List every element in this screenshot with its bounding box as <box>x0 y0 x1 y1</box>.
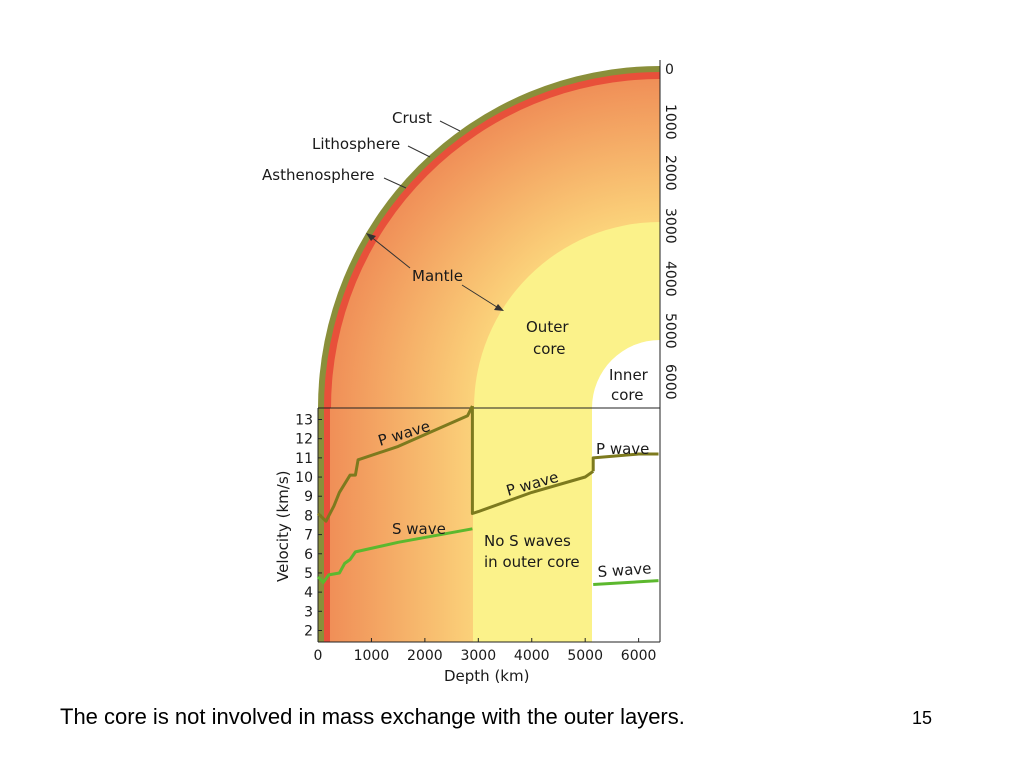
slide-caption: The core is not involved in mass exchang… <box>60 704 685 729</box>
label-inner-core-2: core <box>611 386 644 404</box>
p-wave-line <box>470 406 595 515</box>
label-asthenosphere: Asthenosphere <box>262 166 375 184</box>
y-tick-label: 10 <box>295 470 313 486</box>
depth-label-3000: 3000 <box>662 208 678 244</box>
series-label-s-inner-core: S wave <box>597 559 652 581</box>
x-axis-label: Depth (km) <box>444 667 529 685</box>
y-tick-label: 3 <box>304 604 313 620</box>
y-tick-label: 4 <box>304 585 313 601</box>
label-outer-core-2: core <box>533 340 566 358</box>
region-asthenosphere-strip <box>324 408 330 642</box>
page-number: 15 <box>912 708 933 728</box>
inner-core-layer <box>592 340 660 408</box>
depth-label-5000: 5000 <box>662 313 678 349</box>
label-inner-core-1: Inner <box>609 366 649 384</box>
y-tick-labels: 2 3 4 5 6 7 8 9 10 11 12 13 <box>295 413 322 639</box>
annotation-no-s-waves-1: No S waves <box>484 532 571 550</box>
label-outer-core-1: Outer <box>526 318 569 336</box>
label-lithosphere: Lithosphere <box>312 135 400 153</box>
y-tick-label: 9 <box>304 489 313 505</box>
y-tick-label: 5 <box>304 566 313 582</box>
arrowhead-up <box>366 233 376 241</box>
y-axis-label: Velocity (km/s) <box>274 471 292 582</box>
s-wave-line <box>316 527 473 584</box>
mantle-arrow-down <box>461 284 501 310</box>
region-inner-core <box>592 408 660 642</box>
annotation-no-s-waves-2: in outer core <box>484 553 580 571</box>
depth-scale: 0 1000 2000 3000 4000 5000 6000 <box>662 62 678 400</box>
x-tick-label: 1000 <box>354 648 390 664</box>
leader-lines <box>369 120 501 310</box>
depth-label-0: 0 <box>665 62 674 78</box>
x-tick-labels: 0 1000 2000 3000 4000 5000 6000 <box>314 638 657 664</box>
region-outer-core <box>473 408 592 642</box>
depth-label-4000: 4000 <box>662 261 678 297</box>
x-tick-label: 2000 <box>407 648 443 664</box>
mantle-arrow-up <box>369 235 411 269</box>
y-tick-label: 8 <box>304 508 313 524</box>
y-tick-label: 13 <box>295 413 313 429</box>
series-lines <box>316 405 659 586</box>
depth-label-1000: 1000 <box>662 104 678 140</box>
series-label-p-inner-core: P wave <box>596 440 649 458</box>
region-crust-strip <box>318 408 324 642</box>
x-tick-label: 0 <box>314 648 323 664</box>
y-tick-label: 7 <box>304 528 313 544</box>
x-tick-label: 5000 <box>567 648 603 664</box>
label-mantle: Mantle <box>412 267 463 285</box>
p-wave-line <box>591 452 659 472</box>
crust-leader <box>439 120 461 132</box>
arrowhead-down <box>494 304 504 311</box>
s-wave-line <box>593 579 659 586</box>
y-tick-label: 2 <box>304 623 313 639</box>
asthenosphere-leader <box>383 177 407 189</box>
lithosphere-leader <box>407 145 431 158</box>
series-label-s-mantle: S wave <box>392 520 446 538</box>
velocity-chart: 2 3 4 5 6 7 8 9 10 11 12 13 0 1000 2000 3000 4000 5000 60… <box>274 60 661 685</box>
label-crust: Crust <box>392 109 432 127</box>
y-tick-label: 12 <box>295 432 313 448</box>
p-wave-line <box>316 405 474 523</box>
depth-label-6000: 6000 <box>662 364 678 400</box>
x-tick-label: 4000 <box>514 648 550 664</box>
y-tick-label: 6 <box>304 547 313 563</box>
y-tick-label: 11 <box>295 451 313 467</box>
x-tick-label: 6000 <box>621 648 657 664</box>
x-tick-label: 3000 <box>460 648 496 664</box>
earth-cross-section <box>318 66 660 408</box>
depth-label-2000: 2000 <box>662 155 678 191</box>
